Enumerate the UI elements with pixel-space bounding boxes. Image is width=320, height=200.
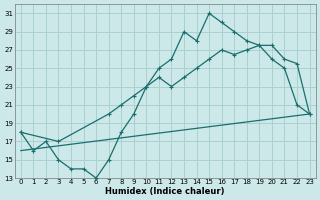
X-axis label: Humidex (Indice chaleur): Humidex (Indice chaleur) [106,187,225,196]
